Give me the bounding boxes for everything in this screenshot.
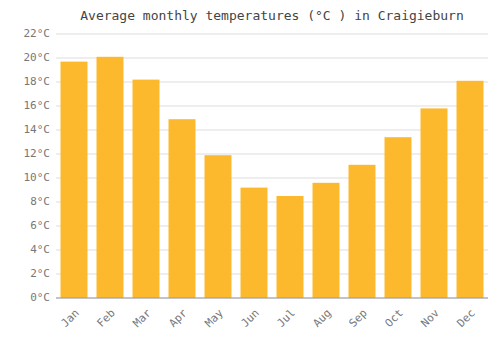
x-tick-label: Jun bbox=[239, 307, 262, 330]
x-tick-label: Feb bbox=[95, 307, 118, 330]
bar bbox=[421, 108, 448, 298]
y-tick-label: 12°C bbox=[24, 147, 51, 160]
bar bbox=[385, 137, 412, 298]
chart-container: 0°C 2°C 4°C 6°C 8°C 10°C 12°C 14°C 16°C 18°C 20°C 2… bbox=[0, 0, 500, 350]
x-tick-label: Mar bbox=[131, 306, 155, 330]
x-tick-label: Nov bbox=[419, 306, 443, 330]
x-tick-label: May bbox=[203, 306, 227, 330]
bar bbox=[277, 196, 304, 298]
bar bbox=[457, 81, 484, 298]
bar bbox=[61, 62, 88, 298]
y-tick-label: 14°C bbox=[24, 123, 51, 136]
y-tick-label: 8°C bbox=[30, 195, 50, 208]
bar bbox=[349, 165, 376, 298]
x-tick-label: Sep bbox=[347, 307, 370, 330]
x-tick-label: Jan bbox=[59, 307, 82, 330]
chart: 0°C 2°C 4°C 6°C 8°C 10°C 12°C 14°C 16°C 18°C 20°C 2… bbox=[0, 0, 500, 350]
y-tick-label: 2°C bbox=[30, 267, 50, 280]
bar bbox=[169, 119, 196, 298]
x-tick-label: Aug bbox=[311, 307, 334, 330]
bar bbox=[241, 188, 268, 298]
y-tick-label: 20°C bbox=[24, 51, 51, 64]
y-tick-label: 18°C bbox=[24, 75, 51, 88]
x-tick-label: Apr bbox=[167, 306, 191, 330]
bar bbox=[313, 183, 340, 298]
x-tick-label: Oct bbox=[383, 307, 406, 330]
y-tick-label: 6°C bbox=[30, 219, 50, 232]
y-tick-label: 16°C bbox=[24, 99, 51, 112]
grid bbox=[56, 34, 488, 298]
bar bbox=[97, 57, 124, 298]
y-tick-label: 0°C bbox=[30, 291, 50, 304]
x-tick-label: Dec bbox=[455, 307, 478, 330]
bar bbox=[133, 80, 160, 298]
bars bbox=[61, 57, 484, 298]
title: Average monthly temperatures (°C ) in Cr… bbox=[80, 8, 464, 23]
bar bbox=[205, 155, 232, 298]
grid-line bbox=[56, 298, 488, 299]
y-tick-label: 10°C bbox=[24, 171, 51, 184]
x-tick-label: Jul bbox=[275, 307, 298, 330]
x-axis-line bbox=[56, 298, 488, 299]
y-tick-label: 22°C bbox=[24, 27, 51, 40]
grid-line bbox=[56, 34, 488, 35]
y-tick-label: 4°C bbox=[30, 243, 50, 256]
